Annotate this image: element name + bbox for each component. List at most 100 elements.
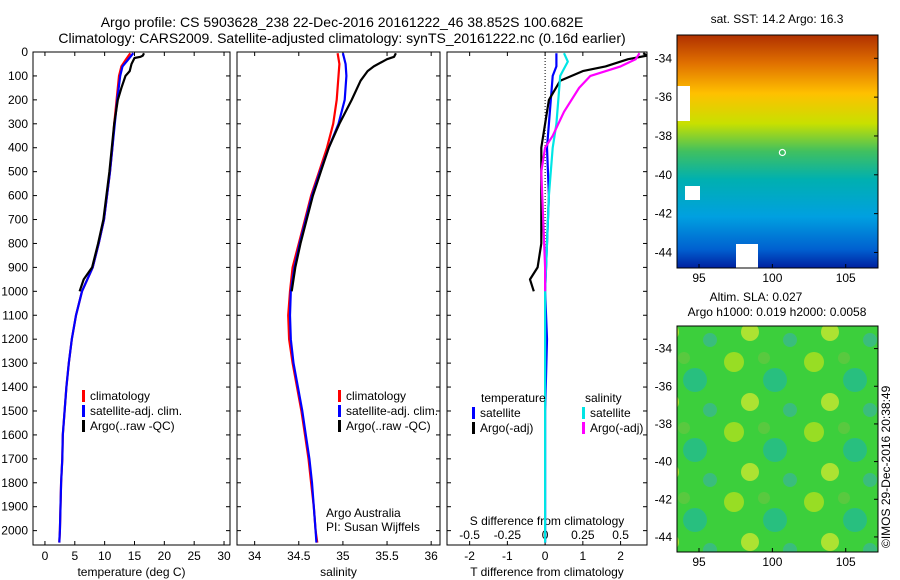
secondary-xtick-label: -0.25 xyxy=(494,528,522,542)
depth-tick-label: 300 xyxy=(8,117,28,131)
sst-land-3 xyxy=(736,244,758,268)
header-line1: Argo profile: CS 5903628_238 22-Dec-2016… xyxy=(101,14,584,30)
depth-tick-label: 700 xyxy=(8,213,28,227)
diff-series-line xyxy=(528,52,647,292)
sst-map-field xyxy=(677,35,878,268)
sst-ytick-label: -34 xyxy=(655,51,673,65)
diff-xtick-label: -1 xyxy=(502,549,513,563)
sla-ytick-label: -34 xyxy=(655,342,673,356)
diff-legend-label: satellite xyxy=(480,406,521,420)
depth-tick-label: 1500 xyxy=(1,404,28,418)
sal-axes-frame xyxy=(236,51,441,546)
diff-legend-label: satellite xyxy=(590,406,631,420)
temp-legend-swatch xyxy=(82,405,85,417)
temp-legend-swatch xyxy=(82,420,85,432)
depth-tick-label: 1300 xyxy=(1,356,28,370)
temp-xtick-label: 10 xyxy=(98,549,112,563)
sal-series-line xyxy=(288,52,348,543)
sst-ytick-label: -40 xyxy=(655,168,673,182)
diff-legend-swatch xyxy=(582,422,585,434)
diff-xtick-label: 2 xyxy=(617,549,624,563)
temp-axes-frame xyxy=(32,51,231,546)
secondary-xtick-label: 0.5 xyxy=(612,528,629,542)
diff-xlabel: T difference from climatology xyxy=(470,565,624,579)
temp-legend-label: satellite-adj. clim. xyxy=(90,404,182,418)
sal-legend-label: satellite-adj. clim. xyxy=(346,404,438,418)
sla-xtick-label: 100 xyxy=(762,555,782,569)
depth-tick-label: 1900 xyxy=(1,500,28,514)
depth-tick-label: 1800 xyxy=(1,476,28,490)
sst-map-title: sat. SST: 14.2 Argo: 16.3 xyxy=(711,12,844,26)
sla-map-ticks: 95 100 105 -34 -36 -38 -40 -42 -44 xyxy=(655,342,878,569)
temp-legend-label: climatology xyxy=(90,389,150,403)
sst-map-panel: sat. SST: 14.2 Argo: 16.3 95 100 105 -34 -36… xyxy=(655,12,879,285)
figure-header: Argo profile: CS 5903628_238 22-Dec-2016… xyxy=(58,14,625,46)
difference-panel: -2 -1 0 1 2 T difference from climatology -0.5… xyxy=(446,51,648,579)
sal-xtick-label: 36 xyxy=(424,549,438,563)
diff-series-line xyxy=(543,52,569,543)
sal-legend-swatch xyxy=(338,390,341,402)
sal-series-line xyxy=(290,52,397,292)
sal-xtick-label: 35.5 xyxy=(375,549,399,563)
sst-land-1 xyxy=(677,86,690,121)
diff-legend-label: Argo(-adj) xyxy=(480,421,533,435)
sst-xtick-label: 100 xyxy=(762,271,782,285)
depth-tick-label: 800 xyxy=(8,236,28,250)
sst-ytick-label: -42 xyxy=(655,207,673,221)
temperature-panel: 0100200300400500600700800900100011001200… xyxy=(1,45,231,579)
sla-ytick-label: -42 xyxy=(655,492,673,506)
header-line2: Climatology: CARS2009. Satellite-adjuste… xyxy=(58,30,625,46)
diff-legend-swatch xyxy=(472,407,475,419)
salinity-panel: 34 34.5 35 35.5 36 salinity climatologysatelli… xyxy=(236,51,441,579)
sal-legend-swatch xyxy=(338,405,341,417)
temp-series-line xyxy=(58,52,135,543)
depth-tick-label: 200 xyxy=(8,93,28,107)
sla-xtick-label: 105 xyxy=(836,555,856,569)
sal-legend-label: climatology xyxy=(346,389,406,403)
sla-ytick-label: -40 xyxy=(655,455,673,469)
temp-xtick-label: 5 xyxy=(71,549,78,563)
depth-tick-label: 1100 xyxy=(2,308,28,322)
sla-ytick-label: -44 xyxy=(655,530,673,544)
imos-credit: ©IMOS 29-Dec-2016 20:38:49 xyxy=(879,385,893,548)
temp-xtick-label: 15 xyxy=(128,549,142,563)
depth-tick-label: 500 xyxy=(8,165,28,179)
diff-legend-group-title: temperature xyxy=(481,391,546,405)
sla-map-field xyxy=(677,326,878,552)
diff-legend-group-title: salinity xyxy=(585,391,622,405)
depth-tick-label: 600 xyxy=(8,189,28,203)
temp-series-line xyxy=(78,52,145,292)
sla-xtick-label: 95 xyxy=(692,555,706,569)
sal-series-group xyxy=(287,52,397,543)
sst-ytick-label: -38 xyxy=(655,129,673,143)
depth-tick-label: 900 xyxy=(8,260,28,274)
depth-tick-label: 1200 xyxy=(1,332,28,346)
diff-axes-frame xyxy=(446,51,648,546)
sla-ytick-label: -38 xyxy=(655,417,673,431)
sal-legend-label: Argo(..raw -QC) xyxy=(346,419,431,433)
temp-legend-label: Argo(..raw -QC) xyxy=(90,419,175,433)
depth-tick-label: 1700 xyxy=(1,452,28,466)
depth-tick-label: 0 xyxy=(21,45,28,59)
diff-legend-swatch xyxy=(582,407,585,419)
temp-xtick-label: 30 xyxy=(217,549,231,563)
sla-map-subtitle: Argo h1000: 0.019 h2000: 0.0058 xyxy=(688,305,867,319)
temp-legend-swatch xyxy=(82,390,85,402)
sal-xtick-label: 34.5 xyxy=(287,549,311,563)
diff-series-line xyxy=(540,52,641,292)
diff-xtick-label: 1 xyxy=(580,549,587,563)
sal-xtick-label: 35 xyxy=(336,549,350,563)
diff-legend-swatch xyxy=(472,422,475,434)
secondary-xtick-label: 0.25 xyxy=(571,528,595,542)
depth-tick-label: 1600 xyxy=(1,428,28,442)
depth-tick-label: 100 xyxy=(8,69,28,83)
sst-map-land-mask xyxy=(677,86,758,268)
sal-xtick-label: 34 xyxy=(248,549,262,563)
sla-map-title: Altim. SLA: 0.027 xyxy=(710,290,803,304)
temp-xtick-label: 20 xyxy=(158,549,172,563)
diff-xtick-label: 0 xyxy=(542,549,549,563)
sst-map-frame xyxy=(676,34,879,269)
sla-map-frame xyxy=(676,325,879,553)
depth-tick-label: 400 xyxy=(8,141,28,155)
